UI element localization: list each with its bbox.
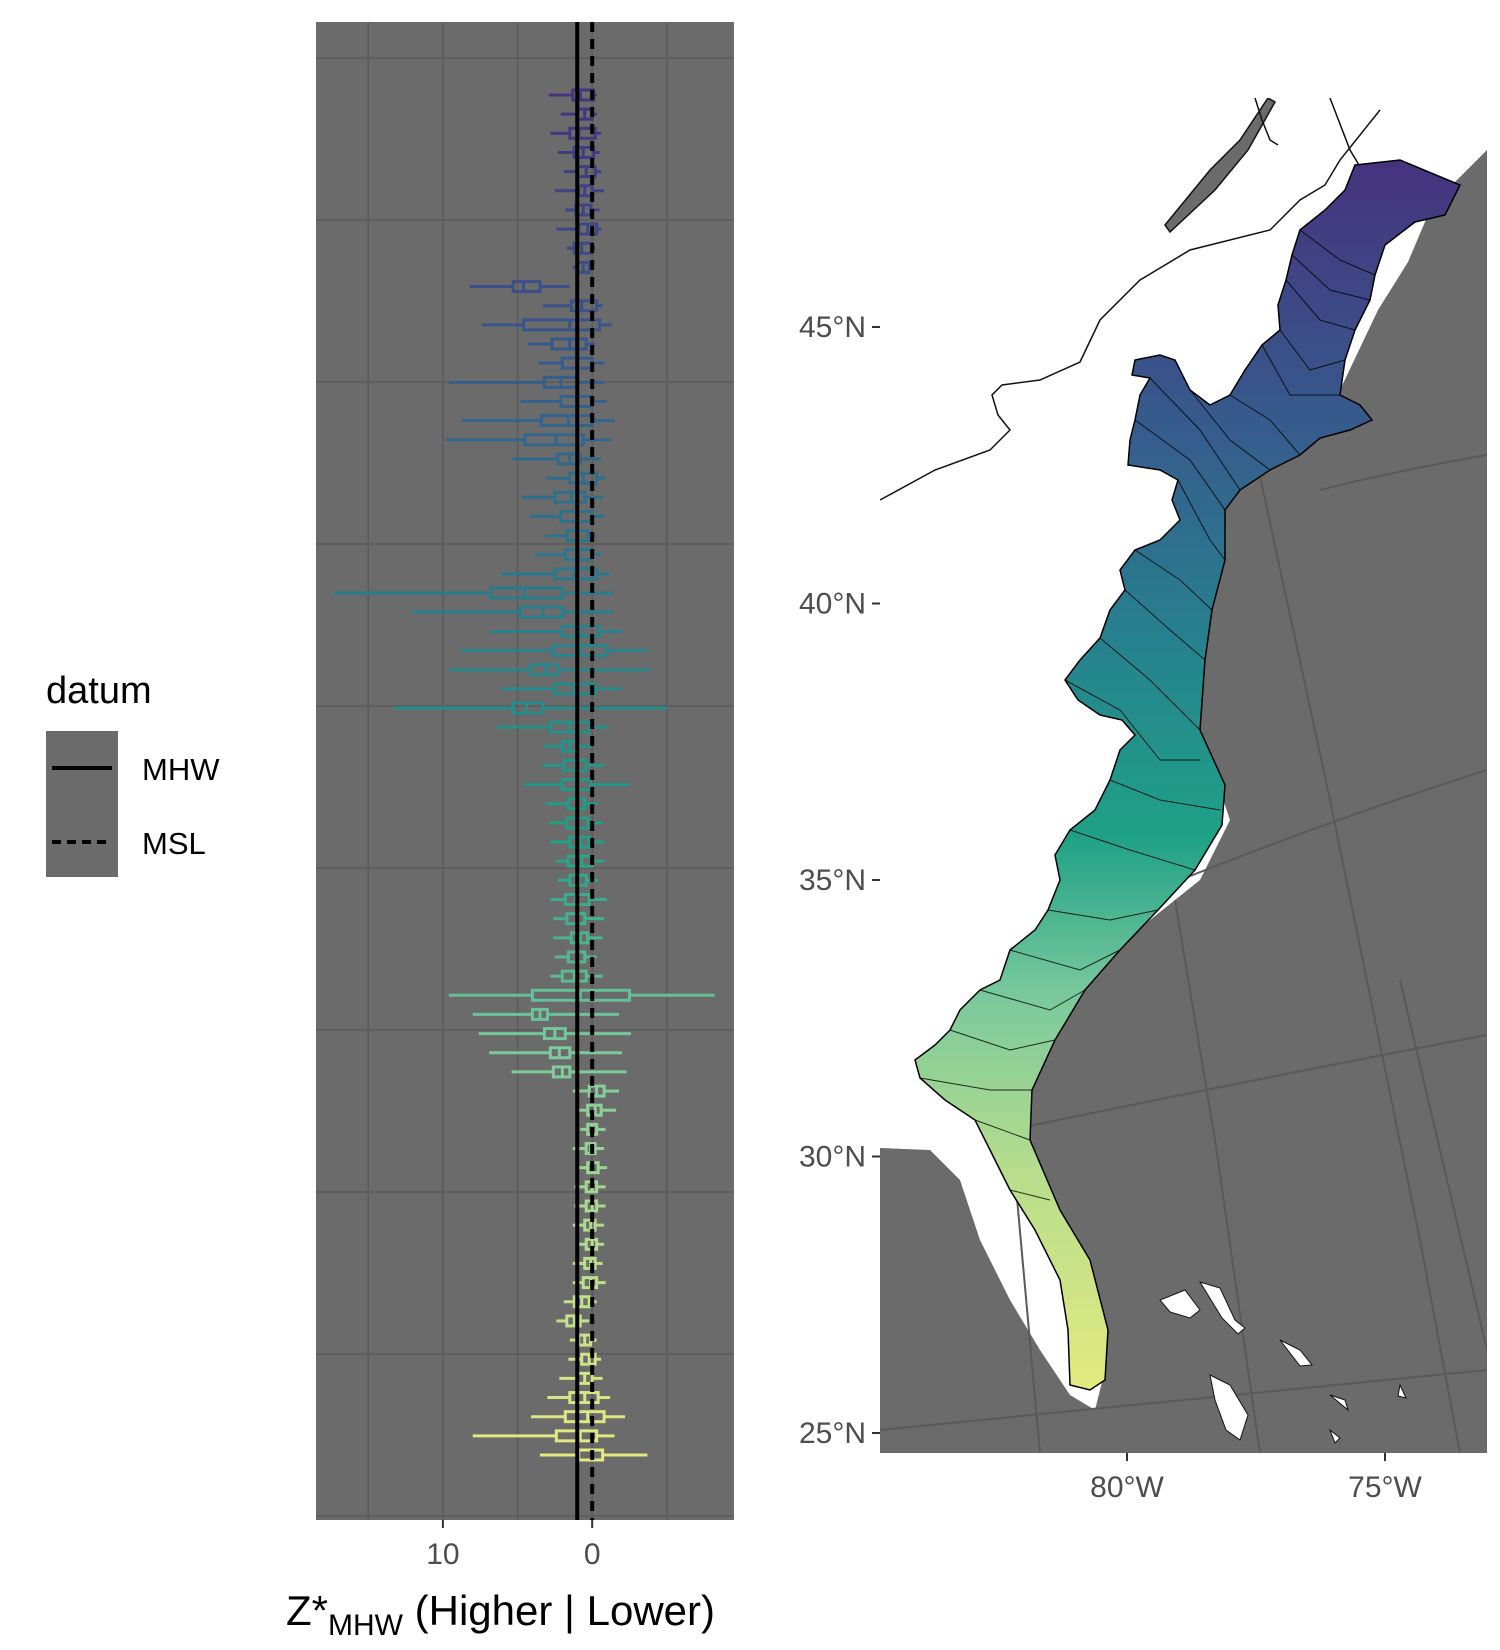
map-graticule [880,429,1487,1453]
legend-key-background [46,731,118,877]
boxplot-panel: 10 0 Z*MHW (Higher | Lower) [286,22,734,1642]
iqr-box [511,280,542,294]
box-11 [542,299,603,313]
box-30 [448,663,651,677]
box-31 [501,682,623,696]
x-axis-title: Z*MHW (Higher | Lower) [286,1587,715,1642]
box-28 [490,624,623,638]
box-3 [557,145,600,159]
box-29 [460,643,648,657]
iqr-box [523,433,585,447]
box-47 [448,988,715,1002]
left-grid [316,22,734,1520]
map-islands [1159,1281,1407,1444]
box-33 [496,720,609,734]
map-ocean [880,150,1487,1453]
map-x-tick-label: 75°W [1348,1471,1422,1504]
map-y-tick-label: 40°N [799,588,866,621]
box-10 [469,280,570,294]
box-46 [550,969,603,983]
box-68 [547,1391,611,1405]
map-y-tick-label: 30°N [799,1141,866,1174]
legend: datum MHW MSL [46,670,220,877]
box-19 [511,452,602,466]
box-44 [553,931,603,945]
x-axis-title-rest: (Higher | Lower) [403,1587,715,1634]
coastal-watersheds [914,159,1462,1391]
box-69 [530,1410,626,1424]
box-27 [411,605,614,619]
iqr-box [563,1410,606,1424]
box-66 [568,1352,602,1366]
map-y-tick-label: 35°N [799,864,866,897]
map-panel: 45°N 40°N 35°N 30°N 25°N 80°W 75°W [799,98,1487,1504]
iqr-box [569,299,599,313]
iqr-box [568,126,597,140]
box-13 [527,337,596,351]
map-x-ticks: 80°W 75°W [1090,1453,1423,1504]
box-64 [556,1314,590,1328]
box-63 [563,1295,597,1309]
iqr-box [522,318,602,332]
box-21 [522,490,603,504]
x-tick-label: 0 [584,1538,601,1571]
map-y-tick-label: 25°N [799,1417,866,1450]
box-32 [393,701,669,715]
left-x-ticks: 10 0 [426,1520,601,1571]
box-18 [445,433,612,447]
map-x-tick-label: 80°W [1090,1471,1164,1504]
x-axis-title-subscript: MHW [328,1609,404,1642]
legend-title: datum [46,670,152,712]
box-48 [472,1007,620,1021]
legend-label-mhw: MHW [142,752,220,787]
left-panel-background [316,22,734,1520]
watershed-boundaries [919,229,1376,1201]
x-tick-label: 10 [426,1538,459,1571]
x-axis-title-main: Z* [286,1587,328,1634]
box-26 [333,586,614,600]
box-20 [545,471,606,485]
box-39 [550,835,605,849]
map-y-tick-label: 45°N [799,311,866,344]
box-34 [544,739,593,753]
map-y-ticks: 45°N 40°N 35°N 30°N 25°N [799,311,880,1450]
box-12 [481,318,612,332]
legend-label-msl: MSL [142,826,206,861]
reference-lines [575,22,595,1520]
